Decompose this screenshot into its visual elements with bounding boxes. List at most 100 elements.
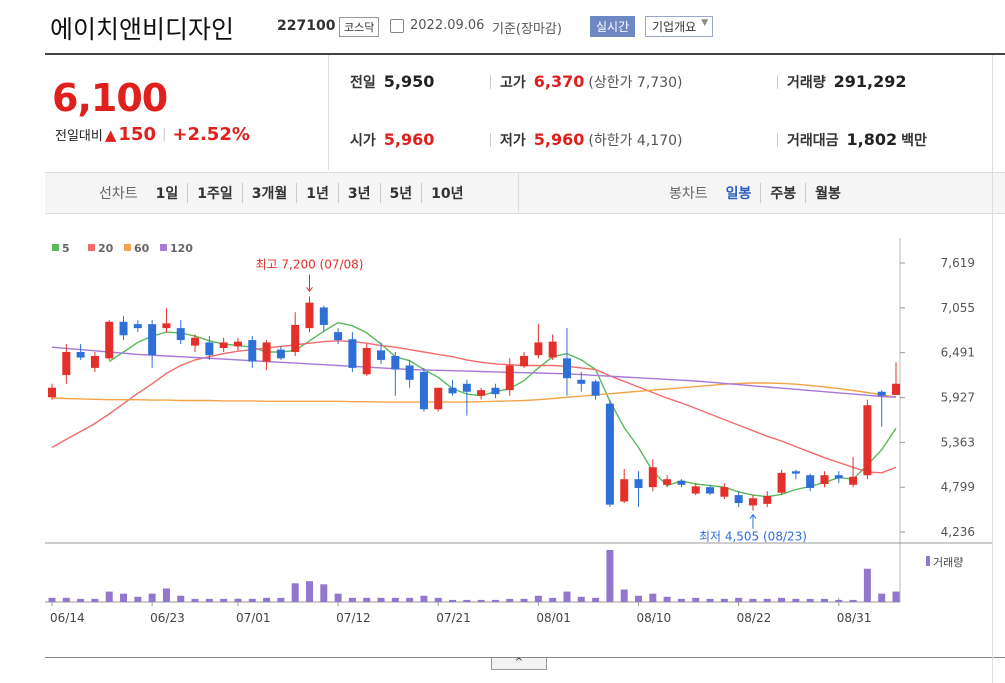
volume-bar — [892, 591, 900, 602]
line-tabs: 선차트 1일 1주일 3개월 1년 3년 5년 10년 — [90, 183, 473, 203]
candle-body — [391, 355, 400, 370]
volume-bar — [320, 584, 328, 602]
volume-bar — [162, 588, 170, 602]
candle-body — [377, 350, 386, 360]
tab[interactable]: 일봉 — [717, 183, 762, 203]
x-tick-label: 06/23 — [150, 611, 185, 625]
volume-bar — [477, 599, 485, 602]
tab[interactable]: 1주일 — [188, 183, 243, 203]
volume-bar — [635, 595, 643, 602]
candle-body — [319, 307, 328, 325]
volume-bar — [148, 593, 156, 602]
x-tick-label: 07/21 — [436, 611, 471, 625]
calendar-icon — [390, 19, 404, 33]
volume-bar — [863, 568, 871, 602]
volume-bar — [434, 597, 442, 602]
candle-body — [76, 351, 85, 358]
ma-line — [51, 382, 897, 403]
volume-bar — [534, 595, 542, 602]
volume-bar — [348, 597, 356, 602]
candle-body — [48, 387, 56, 398]
x-tick-label: 08/31 — [837, 611, 872, 625]
tab-label: 봉차트 — [669, 186, 708, 202]
quote-label: 고가 — [500, 75, 526, 91]
tab[interactable]: 1일 — [147, 183, 189, 203]
candle-body — [634, 479, 643, 488]
volume-legend-swatch — [926, 556, 930, 566]
ma-line — [51, 346, 897, 398]
company-button-label: 기업개요 — [652, 20, 697, 34]
candle-body — [262, 342, 271, 362]
volume-bar — [277, 597, 285, 602]
quote-value: 6,370 — [533, 72, 585, 91]
volume-bar — [377, 597, 385, 602]
candle-body — [577, 379, 586, 384]
quote-value: 5,950 — [383, 72, 435, 91]
date: 2022.09.06 — [410, 18, 485, 33]
x-tick-label: 07/12 — [336, 611, 371, 625]
legend-swatch — [124, 244, 131, 251]
tab-label: 선차트 — [99, 186, 138, 202]
quote-item: 저가 5,960 (하한가 4,170) — [500, 130, 682, 150]
candle-body — [663, 479, 672, 485]
realtime-button[interactable]: 실시간 — [590, 16, 636, 37]
volume-bar — [835, 599, 843, 602]
candle-body — [276, 349, 285, 359]
tab[interactable]: 주봉 — [761, 183, 807, 203]
candle-body — [691, 486, 700, 494]
candle-body — [405, 365, 414, 380]
volume-bar — [677, 598, 685, 602]
up-arrow: ▲ — [104, 125, 117, 144]
divider — [328, 55, 329, 170]
change-value: 150 — [118, 124, 156, 145]
x-tick-label: 08/22 — [737, 611, 772, 625]
tab[interactable]: 1년 — [297, 183, 339, 203]
volume-bar — [406, 597, 414, 602]
side-border — [992, 55, 993, 683]
tab[interactable]: 월봉 — [815, 186, 841, 202]
volume-bar — [763, 598, 771, 602]
quote-label: 시가 — [350, 133, 376, 149]
collapse-button[interactable]: ^ — [491, 658, 547, 670]
candle-body — [605, 403, 614, 505]
y-tick-label: 4,236 — [941, 525, 975, 539]
divider — [518, 173, 519, 212]
divider — [490, 133, 491, 147]
tab[interactable]: 3개월 — [243, 183, 298, 203]
basis: 기준(장마감) — [492, 22, 562, 37]
candle-body — [90, 355, 99, 368]
volume-bar — [663, 596, 671, 602]
volume-legend-label: 거래량 — [933, 556, 963, 569]
divider — [777, 133, 778, 147]
candle-body — [505, 365, 514, 391]
volume-bar — [48, 597, 56, 602]
candle-body — [677, 480, 686, 485]
candle-body — [362, 348, 371, 375]
ma-line — [51, 340, 897, 474]
bottom-line — [45, 657, 1005, 658]
candle-body — [219, 342, 228, 349]
high-label: 최고 7,200 (07/08) — [255, 257, 363, 271]
candle-body — [763, 495, 772, 504]
volume-bar — [720, 598, 728, 602]
candle-body — [706, 487, 715, 494]
candle-body — [620, 479, 629, 502]
candle-body — [477, 390, 486, 396]
candle-body — [334, 332, 343, 341]
candle-body — [491, 387, 500, 395]
volume-bar — [735, 597, 743, 602]
x-tick-label: 08/10 — [637, 611, 672, 625]
volume-bar — [577, 596, 585, 602]
tab[interactable]: 3년 — [339, 183, 381, 203]
candle-tabs: 봉차트 일봉 주봉 월봉 — [660, 183, 850, 203]
volume-bar — [792, 598, 800, 602]
volume-bar — [420, 595, 428, 602]
candle-body — [62, 351, 71, 376]
volume-bar — [749, 598, 757, 602]
volume-bar — [291, 583, 299, 602]
company-button[interactable]: 기업개요 ▼ — [645, 16, 714, 37]
quote-panel — [45, 53, 1005, 173]
volume-bar — [506, 598, 514, 602]
tab[interactable]: 5년 — [381, 183, 423, 203]
tab[interactable]: 10년 — [431, 186, 464, 202]
